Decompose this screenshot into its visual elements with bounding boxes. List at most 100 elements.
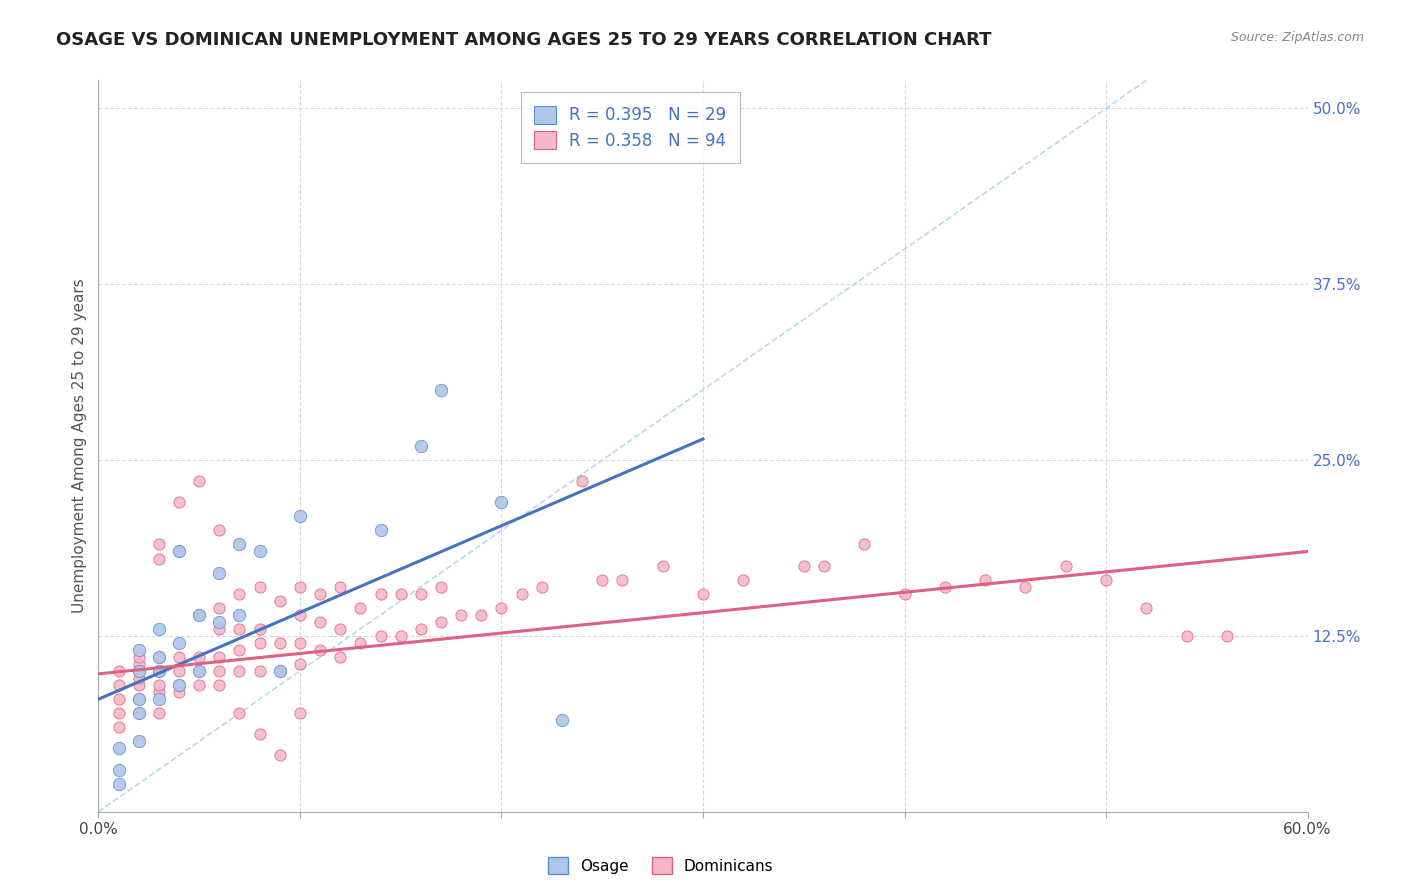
Point [389,587,412,601]
Point [409,587,432,601]
Point [107,741,129,756]
Point [167,650,190,665]
Point [470,607,492,622]
Point [1054,558,1077,573]
Point [288,607,311,622]
Point [167,685,190,699]
Point [107,692,129,706]
Point [167,678,190,692]
Point [128,671,150,685]
Point [288,706,311,721]
Point [893,587,915,601]
Point [228,643,250,657]
Point [288,509,311,524]
Point [249,622,271,636]
Point [974,573,997,587]
Point [491,600,513,615]
Point [148,622,170,636]
Point [249,580,271,594]
Point [571,474,593,488]
Point [208,622,231,636]
Point [430,383,453,397]
Point [208,524,231,538]
Point [148,650,170,665]
Point [329,650,352,665]
Point [1216,629,1239,643]
Point [228,664,250,678]
Point [349,636,371,650]
Point [188,650,211,665]
Point [228,607,250,622]
Legend: Osage, Dominicans: Osage, Dominicans [543,851,779,880]
Point [148,551,170,566]
Point [430,615,453,629]
Point [288,657,311,671]
Point [228,622,250,636]
Point [1135,600,1157,615]
Point [128,706,150,721]
Point [450,607,472,622]
Point [349,600,371,615]
Point [1014,580,1036,594]
Point [551,714,574,728]
Point [591,573,613,587]
Point [389,629,412,643]
Point [148,706,170,721]
Point [128,657,150,671]
Point [733,573,755,587]
Point [128,650,150,665]
Point [188,664,211,678]
Point [188,607,211,622]
Point [167,664,190,678]
Point [651,558,673,573]
Point [793,558,815,573]
Point [107,776,129,790]
Point [1095,573,1118,587]
Point [128,706,150,721]
Point [128,692,150,706]
Point [370,629,392,643]
Point [167,636,190,650]
Point [249,636,271,650]
Point [249,727,271,741]
Point [530,580,553,594]
Point [208,678,231,692]
Point [853,537,876,551]
Point [148,692,170,706]
Point [370,587,392,601]
Point [107,763,129,777]
Point [430,580,453,594]
Point [491,495,513,509]
Point [148,685,170,699]
Point [208,615,231,629]
Point [269,664,291,678]
Point [409,439,432,453]
Point [167,544,190,558]
Point [208,600,231,615]
Point [409,622,432,636]
Point [107,706,129,721]
Point [188,607,211,622]
Point [107,720,129,734]
Point [107,664,129,678]
Point [128,678,150,692]
Point [228,537,250,551]
Point [208,650,231,665]
Point [208,664,231,678]
Point [128,692,150,706]
Point [934,580,956,594]
Point [692,587,714,601]
Text: Source: ZipAtlas.com: Source: ZipAtlas.com [1230,31,1364,45]
Legend: R = 0.395   N = 29, R = 0.358   N = 94: R = 0.395 N = 29, R = 0.358 N = 94 [522,92,740,163]
Point [269,636,291,650]
Point [148,664,170,678]
Point [288,636,311,650]
Point [148,664,170,678]
Point [107,678,129,692]
Text: OSAGE VS DOMINICAN UNEMPLOYMENT AMONG AGES 25 TO 29 YEARS CORRELATION CHART: OSAGE VS DOMINICAN UNEMPLOYMENT AMONG AG… [56,31,991,49]
Point [188,474,211,488]
Point [329,622,352,636]
Point [167,495,190,509]
Point [813,558,835,573]
Point [269,748,291,763]
